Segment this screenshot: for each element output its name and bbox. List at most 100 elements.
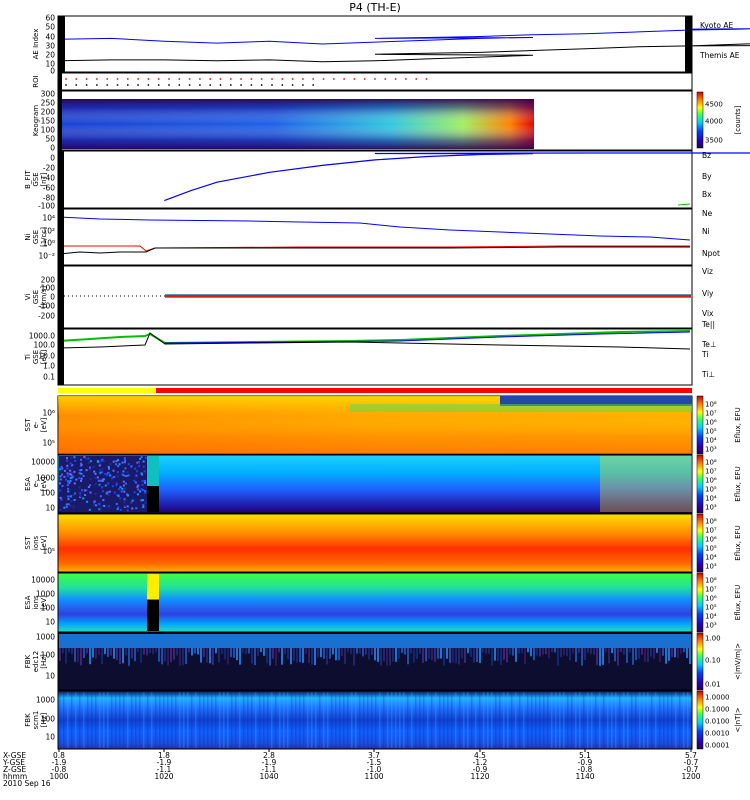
fbk-e-bar xyxy=(437,648,439,659)
fbk-b-streak xyxy=(419,692,421,748)
fbk-e-bar xyxy=(557,648,559,666)
noise-pixel xyxy=(119,497,122,500)
noise-pixel xyxy=(140,456,143,459)
fbk-e-bar xyxy=(641,648,643,655)
noise-pixel xyxy=(93,470,96,473)
fbk-e-bar xyxy=(500,648,502,665)
noise-pixel xyxy=(89,466,92,469)
fbk-e-bar xyxy=(518,648,520,654)
fbk-b-streak xyxy=(667,692,669,748)
keogram-ytick: 200 xyxy=(41,108,56,117)
sst_e-colorbar xyxy=(696,395,704,455)
keogram-ylabel: Keogram xyxy=(32,105,40,136)
esa_e-ytick: 10 xyxy=(45,504,55,513)
fbk-e-bar xyxy=(668,648,670,661)
esa_e-colorbar-tick: 10⁴ xyxy=(705,495,717,503)
fbk-e-bar xyxy=(194,648,196,654)
roi-dot-black xyxy=(147,84,150,86)
fbk-e-bar xyxy=(329,648,331,659)
temperature-ytick: 0.1 xyxy=(43,373,55,382)
noise-pixel xyxy=(117,465,120,468)
fbk-b-streak xyxy=(407,692,409,748)
roi-dot-red xyxy=(250,78,253,80)
fbk-b-streak xyxy=(343,692,345,748)
fbk-e-bar xyxy=(386,648,388,666)
noise-pixel xyxy=(94,471,97,474)
noise-pixel xyxy=(88,461,91,464)
fbk-e-bar xyxy=(425,648,427,662)
fbk_b-ytick: 100 xyxy=(41,715,56,724)
noise-pixel xyxy=(135,481,137,484)
noise-pixel xyxy=(141,488,144,491)
noise-pixel xyxy=(84,494,87,496)
sst_e-ytick: 10⁶ xyxy=(42,409,55,418)
xaxis-value: -1.1 xyxy=(262,765,277,774)
fbk-b-streak xyxy=(399,692,401,748)
fbk-e-bar xyxy=(125,648,127,656)
noise-pixel xyxy=(122,480,125,483)
fbk-b-streak xyxy=(447,692,449,748)
noise-pixel xyxy=(73,482,76,485)
temperature-legend-2: Ti xyxy=(701,350,708,359)
fbk-b-streak xyxy=(475,692,477,748)
fbk-e-bar xyxy=(320,648,322,658)
fbk-b-streak xyxy=(539,692,541,748)
fbk-e-panel xyxy=(57,632,693,691)
noise-pixel xyxy=(93,500,96,503)
bfield-ytick: 0 xyxy=(50,154,55,163)
fbk-e-bar xyxy=(680,648,682,654)
density-ylabel: NiGSE[1/cc] xyxy=(24,227,48,247)
noise-pixel xyxy=(74,459,77,462)
roi-dot-red xyxy=(116,78,119,80)
noise-pixel xyxy=(66,484,69,487)
noise-pixel xyxy=(73,499,76,501)
bfield-ytick: -20 xyxy=(43,164,55,173)
temperature-ytick: 1.0 xyxy=(43,362,55,371)
fbk-b-streak xyxy=(587,692,589,748)
esa_i-ytick: 10000 xyxy=(31,576,55,585)
esa_i-ytick: 100 xyxy=(41,604,56,613)
noise-pixel xyxy=(64,478,67,481)
keogram-ytick: 250 xyxy=(41,99,56,108)
fbk-b-streak xyxy=(163,692,165,748)
roi-dot-red xyxy=(75,78,78,80)
fbk-e-bar xyxy=(578,648,580,653)
noise-pixel xyxy=(123,498,126,501)
roi-dot-red xyxy=(96,78,98,80)
fbk-e-bar xyxy=(410,648,412,654)
noise-pixel xyxy=(136,493,139,496)
noise-pixel xyxy=(143,480,146,483)
bfield-legend-1: By xyxy=(702,172,712,181)
noise-pixel xyxy=(94,504,97,507)
fbk_b-colorbar-tick: 0.0001 xyxy=(705,742,730,750)
fbk-e-bar xyxy=(614,648,616,662)
fbk-b-streak xyxy=(183,692,185,748)
fbk-e-bar xyxy=(419,648,421,654)
roi-dot-red xyxy=(281,78,284,80)
fbk-b-streak xyxy=(351,692,353,748)
keogram-ytick: 0 xyxy=(50,144,55,153)
bfield-ylabel: B_FITGSE[nT] xyxy=(24,169,48,188)
fbk-e-bar xyxy=(512,648,514,656)
fbk-b-streak xyxy=(203,692,205,748)
fbk-e-bar xyxy=(293,648,295,661)
sst_i-colorbar xyxy=(696,513,704,573)
fbk-b-streak xyxy=(687,692,689,748)
noise-pixel xyxy=(99,506,102,509)
fbk-e-bar xyxy=(380,648,382,666)
fbk-e-bar xyxy=(353,648,355,666)
noise-pixel xyxy=(73,470,76,473)
noise-pixel xyxy=(127,474,130,477)
fbk-b-streak xyxy=(175,692,177,748)
fbk-e-bar xyxy=(446,648,448,659)
fbk-b-streak xyxy=(571,692,573,748)
fbk-e-bar xyxy=(638,648,640,659)
noise-pixel xyxy=(108,471,110,474)
roi-dot-red xyxy=(85,78,88,80)
sst_e-colorbar-tick: 10⁷ xyxy=(705,410,717,418)
xaxis-value: -0.9 xyxy=(473,765,488,774)
esa_e-ytick: 100 xyxy=(41,489,56,498)
fbk-e-bar xyxy=(524,648,526,665)
roi-dot-red xyxy=(425,78,428,80)
fbk-b-streak xyxy=(199,692,201,748)
